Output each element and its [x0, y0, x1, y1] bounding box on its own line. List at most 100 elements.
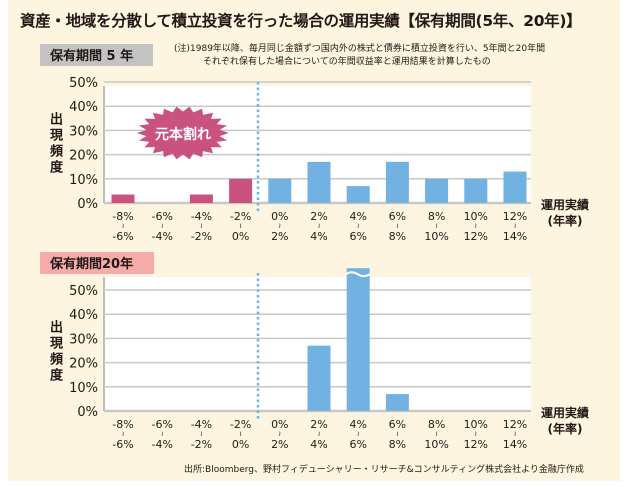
panel-1: 保有期間 5 年0%10%20%30%40%50%-8%≀-6%-6%≀-4%-… [40, 44, 589, 243]
bar-10% [464, 178, 488, 203]
y-tick-label: 50% [69, 76, 98, 91]
y-tick-label: 0% [77, 197, 98, 212]
x-tick-range-mark: ≀ [122, 222, 125, 230]
x-tick-to: 4% [310, 438, 327, 451]
x-tick-to: 4% [310, 230, 327, 243]
y-tick-label: 30% [69, 124, 98, 139]
note-line-1: (注)1989年以降、毎月同じ金額ずつ国内外の株式と債券に積立投資を行い、5年間… [174, 44, 546, 54]
x-tick-range-mark: ≀ [514, 430, 517, 438]
x-tick-from: 12% [503, 418, 527, 431]
x-tick-from: -8% [112, 418, 133, 431]
y-tick-label: 40% [69, 308, 98, 323]
x-tick-to: 8% [389, 438, 406, 451]
x-tick-to: 2% [271, 230, 288, 243]
x-tick-from: 0% [271, 210, 288, 223]
x-tick-from: 0% [271, 418, 288, 431]
x-tick-from: 6% [389, 418, 406, 431]
x-tick-from: 10% [464, 210, 488, 223]
axis-break-mark [345, 271, 371, 278]
bar-0% [268, 178, 292, 203]
bar--4% [189, 194, 213, 203]
panel-label-box [40, 252, 154, 274]
x-tick-from: -6% [151, 210, 172, 223]
x-tick-from: 8% [428, 418, 445, 431]
x-tick-to: 2% [271, 438, 288, 451]
x-tick-from: -2% [230, 210, 251, 223]
x-tick-from: 2% [310, 210, 327, 223]
x-axis-label-line1: 運用実績 [541, 405, 589, 420]
x-tick-range-mark: ≀ [435, 430, 438, 438]
x-tick-to: 12% [464, 230, 488, 243]
x-tick-range-mark: ≀ [161, 222, 164, 230]
x-tick-from: 4% [349, 418, 366, 431]
bar-12% [503, 171, 527, 203]
x-tick-to: 14% [503, 230, 527, 243]
x-tick-range-mark: ≀ [357, 430, 360, 438]
y-tick-label: 40% [69, 100, 98, 115]
x-tick-range-mark: ≀ [122, 430, 125, 438]
y-axis-label-panel-2: 出現頻度 [47, 320, 62, 384]
x-tick-from: -2% [230, 418, 251, 431]
x-axis-label-line1: 運用実績 [541, 197, 589, 212]
x-tick-to: -6% [112, 438, 133, 451]
panel-2: 保有期間20年0%10%20%30%40%50%-8%≀-6%-6%≀-4%-4… [40, 252, 589, 451]
y-tick-label: 20% [69, 357, 98, 372]
bar-2% [307, 345, 331, 411]
y-tick-label: 50% [69, 284, 98, 299]
x-tick-from: 4% [349, 210, 366, 223]
x-tick-to: -6% [112, 230, 133, 243]
source-note: 出所:Bloomberg、野村フィデューシャリー・リサーチ&コンサルティング株式… [184, 465, 584, 475]
x-tick-to: 6% [349, 230, 366, 243]
x-tick-range-mark: ≀ [200, 222, 203, 230]
x-tick-from: 2% [310, 418, 327, 431]
x-tick-to: 14% [503, 438, 527, 451]
note-line-2: それぞれ保有した場合についての年間収益率と運用結果を計算したもの [203, 57, 491, 67]
loss-annotation: 元本割れ [155, 126, 211, 143]
bar-4% [346, 186, 370, 203]
x-tick-range-mark: ≀ [357, 222, 360, 230]
bar-8% [425, 178, 449, 203]
x-tick-range-mark: ≀ [318, 222, 321, 230]
x-tick-range-mark: ≀ [278, 222, 281, 230]
x-tick-from: -4% [191, 210, 212, 223]
x-tick-to: 10% [424, 438, 448, 451]
x-tick-from: -6% [151, 418, 172, 431]
x-tick-range-mark: ≀ [396, 222, 399, 230]
panel-label-box [40, 44, 153, 66]
bar-6% [385, 394, 409, 411]
figure-title: 資産・地域を分散して積立投資を行った場合の運用実績【保有期間(5年、20年)】 [20, 12, 582, 30]
x-tick-range-mark: ≀ [200, 430, 203, 438]
loss-burst-badge [137, 106, 229, 160]
bar--8% [111, 194, 135, 203]
bar-4% [346, 268, 370, 411]
y-tick-label: 10% [69, 173, 98, 188]
x-tick-to: -4% [151, 438, 172, 451]
y-tick-label: 30% [69, 332, 98, 347]
chart-figure: 資産・地域を分散して積立投資を行った場合の運用実績【保有期間(5年、20年)】 … [8, 0, 620, 481]
x-tick-from: 10% [464, 418, 488, 431]
x-tick-to: -2% [191, 230, 212, 243]
x-tick-range-mark: ≀ [435, 222, 438, 230]
x-tick-range-mark: ≀ [161, 430, 164, 438]
panel-label: 保有期間 5 年 [49, 48, 133, 64]
x-tick-to: 0% [232, 230, 249, 243]
x-tick-range-mark: ≀ [396, 430, 399, 438]
bar-6% [385, 161, 409, 203]
x-tick-from: 6% [389, 210, 406, 223]
x-tick-to: -4% [151, 230, 172, 243]
y-axis-label-panel-1: 出現頻度 [47, 112, 62, 176]
bar-2% [307, 161, 331, 203]
y-tick-label: 20% [69, 149, 98, 164]
x-tick-to: 6% [349, 438, 366, 451]
x-tick-range-mark: ≀ [278, 430, 281, 438]
x-tick-to: 0% [232, 438, 249, 451]
panel-label: 保有期間20年 [49, 256, 133, 272]
x-tick-from: 8% [428, 210, 445, 223]
y-tick-label: 0% [77, 405, 98, 420]
x-tick-from: -4% [191, 418, 212, 431]
x-tick-range-mark: ≀ [239, 222, 242, 230]
x-tick-to: 10% [424, 230, 448, 243]
x-axis-label-line2: (年率) [548, 421, 583, 436]
x-tick-from: -8% [112, 210, 133, 223]
x-tick-range-mark: ≀ [318, 430, 321, 438]
